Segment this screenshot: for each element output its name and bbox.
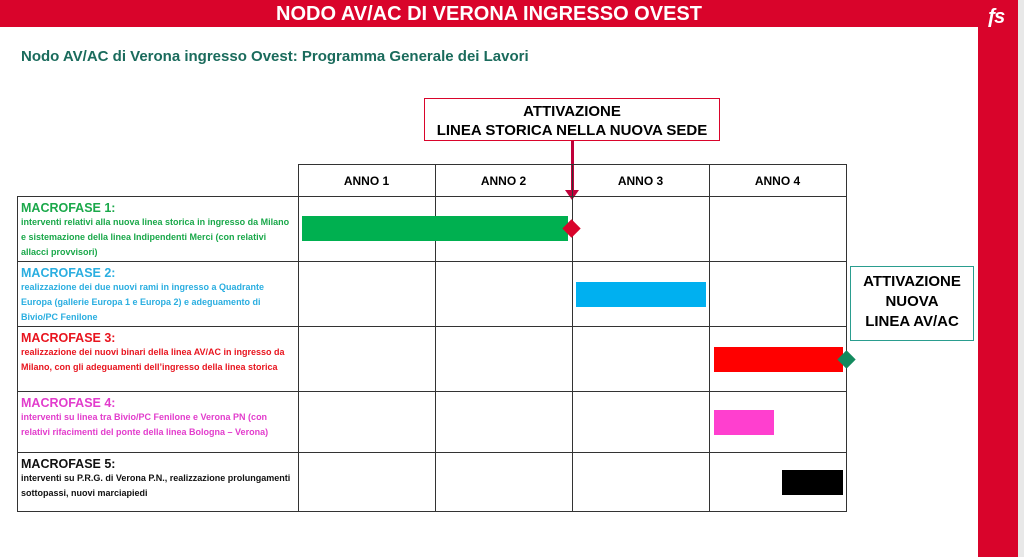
- phase-description: interventi su P.R.G. di Verona P.N., rea…: [21, 473, 291, 498]
- year-header: ANNO 1: [297, 164, 436, 197]
- year-cell: [708, 391, 847, 453]
- side-bar: [978, 0, 1018, 557]
- phase-name: MACROFASE 5:: [21, 457, 116, 471]
- phase-row: MACROFASE 1: interventi relativi alla nuo…: [17, 196, 847, 262]
- phase-row: MACROFASE 3: realizzazione dei nuovi bina…: [17, 326, 847, 392]
- phase-description: interventi su linea tra Bivio/PC Fenilon…: [21, 412, 269, 437]
- callout-line: LINEA STORICA NELLA NUOVA SEDE: [436, 122, 708, 139]
- year-cell: [297, 452, 436, 512]
- year-cell: [297, 391, 436, 453]
- year-cell: [434, 261, 573, 327]
- year-cell: [434, 391, 573, 453]
- year-header: ANNO 2: [434, 164, 573, 197]
- slide-edge: [1018, 0, 1024, 557]
- phase-description: realizzazione dei due nuovi rami in ingr…: [21, 282, 265, 322]
- phase-label: MACROFASE 5: interventi su P.R.G. di Vero…: [17, 452, 299, 512]
- callout-line: LINEA AV/AC: [865, 313, 959, 330]
- year-cell: [434, 196, 573, 262]
- year-cell: [434, 326, 573, 392]
- phase-row: MACROFASE 2: realizzazione dei due nuovi …: [17, 261, 847, 327]
- callout-activation-new-line: ATTIVAZIONE NUOVA LINEA AV/AC: [850, 266, 974, 341]
- header-row: ANNO 1 ANNO 2 ANNO 3 ANNO 4: [17, 164, 847, 197]
- year-cell: [571, 261, 710, 327]
- phase-row: MACROFASE 5: interventi su P.R.G. di Vero…: [17, 452, 847, 512]
- phase-label: MACROFASE 3: realizzazione dei nuovi bina…: [17, 326, 299, 392]
- phase-description: realizzazione dei nuovi binari della lin…: [21, 347, 285, 372]
- year-header: ANNO 4: [708, 164, 847, 197]
- callout-line: ATTIVAZIONE: [523, 103, 621, 120]
- phase-label: MACROFASE 4: interventi su linea tra Bivi…: [17, 391, 299, 453]
- year-cell: [434, 452, 573, 512]
- year-cell: [571, 326, 710, 392]
- callout-line: ATTIVAZIONE: [863, 273, 961, 290]
- phase-name: MACROFASE 2:: [21, 266, 116, 280]
- page-subtitle: Nodo AV/AC di Verona ingresso Ovest: Pro…: [21, 48, 529, 65]
- year-cell: [571, 196, 710, 262]
- phase-name: MACROFASE 1:: [21, 201, 116, 215]
- year-cell: [297, 196, 436, 262]
- fs-logo: ƒs: [986, 6, 1005, 28]
- callout-line: NUOVA: [885, 293, 939, 310]
- year-header: ANNO 3: [571, 164, 710, 197]
- year-cell: [708, 196, 847, 262]
- year-cell: [297, 326, 436, 392]
- header-bar: [0, 0, 1018, 27]
- callout-activation-historic-line: ATTIVAZIONE LINEA STORICA NELLA NUOVA SE…: [424, 98, 720, 141]
- blank-header: [17, 164, 299, 197]
- year-cell: [708, 261, 847, 327]
- year-cell: [708, 452, 847, 512]
- phase-name: MACROFASE 3:: [21, 331, 116, 345]
- year-cell: [571, 452, 710, 512]
- gantt-table: ANNO 1 ANNO 2 ANNO 3 ANNO 4 MACROFASE 1:…: [17, 164, 847, 512]
- phase-label: MACROFASE 2: realizzazione dei due nuovi …: [17, 261, 299, 327]
- year-cell: [708, 326, 847, 392]
- slide-title: NODO AV/AC DI VERONA INGRESSO OVEST: [276, 3, 702, 25]
- year-cell: [571, 391, 710, 453]
- phase-name: MACROFASE 4:: [21, 396, 116, 410]
- phase-description: interventi relativi alla nuova linea sto…: [21, 217, 290, 257]
- phase-label: MACROFASE 1: interventi relativi alla nuo…: [17, 196, 299, 262]
- phase-row: MACROFASE 4: interventi su linea tra Bivi…: [17, 391, 847, 453]
- year-cell: [297, 261, 436, 327]
